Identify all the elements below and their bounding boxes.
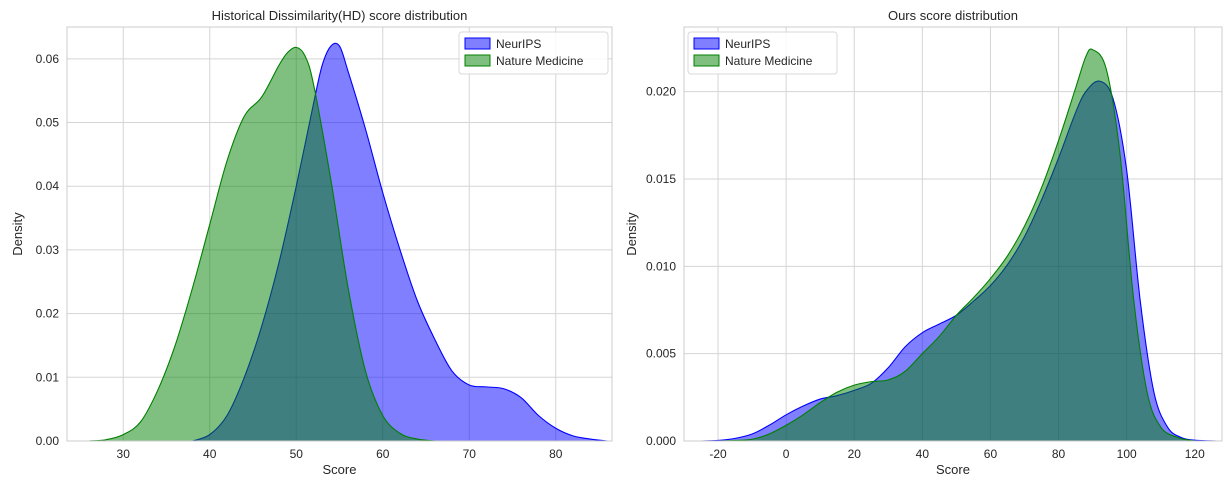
chart-2: -20 0 20 40 60 80 100 120 0.000 0.005 0.010 0.015 0.… [624,8,1223,477]
plot-frame [683,26,1223,442]
chart-1: 30 40 50 60 70 80 0.00 0.01 0.02 0.03 0.04 0.05 0.06… [10,8,613,477]
x-tick-label: 60 [984,447,998,461]
x-tick-label: 0 [783,447,790,461]
legend: NeurIPS Nature Medicine [687,31,838,75]
y-axis-label: Density [10,212,25,256]
y-tick-label: 0.05 [36,116,60,130]
x-tick-label: 120 [1185,447,1205,461]
y-tick-label: 0.015 [646,172,676,186]
x-axis-label: Score [936,462,970,477]
legend: NeurIPS Nature Medicine [458,31,609,75]
x-tick-label: 30 [117,447,131,461]
y-tick-label: 0.005 [646,347,676,361]
legend-swatch [693,37,720,50]
x-tick-label: 20 [848,447,862,461]
legend-swatch [464,54,491,67]
y-tick-label: 0.04 [36,179,60,193]
y-tick-label: 0.01 [36,370,60,384]
chart-title: Historical Dissimilarity(HD) score distr… [212,8,468,23]
x-tick-label: 70 [463,447,477,461]
x-tick-label: -20 [709,447,727,461]
y-tick-label: 0.010 [646,259,676,273]
x-tick-label: 80 [549,447,563,461]
legend-swatch [693,54,720,67]
series-area-2 [88,47,435,441]
series-area-2 [718,49,1195,442]
legend-label: Nature Medicine [725,54,813,68]
chart-title: Ours score distribution [888,8,1018,23]
y-tick-label: 0.020 [646,85,676,99]
legend-swatch [464,37,491,50]
legend-label: NeurIPS [725,37,770,51]
plot-frame [66,26,613,442]
series-line-2 [718,48,1195,442]
y-tick-label: 0.03 [36,243,60,257]
legend-box [458,31,609,75]
y-tick-label: 0.02 [36,307,60,321]
x-tick-label: 80 [1052,447,1066,461]
x-tick-label: 50 [290,447,304,461]
legend-label: Nature Medicine [496,54,584,68]
x-axis-label: Score [323,462,357,477]
x-tick-label: 60 [376,447,390,461]
legend-box [687,31,838,75]
legend-label: NeurIPS [496,37,541,51]
y-axis-label: Density [624,212,639,256]
y-tick-label: 0.000 [646,434,676,448]
x-tick-label: 100 [1117,447,1137,461]
y-tick-label: 0.00 [36,434,60,448]
x-tick-label: 40 [916,447,930,461]
x-tick-label: 40 [203,447,217,461]
series-line-2 [88,46,435,442]
y-tick-label: 0.06 [36,52,60,66]
